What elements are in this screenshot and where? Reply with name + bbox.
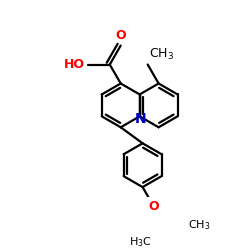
Text: HO: HO bbox=[64, 58, 85, 71]
Text: O: O bbox=[148, 200, 159, 212]
Text: N: N bbox=[135, 112, 146, 126]
Text: CH$_3$: CH$_3$ bbox=[149, 47, 174, 62]
Text: CH$_3$: CH$_3$ bbox=[188, 218, 210, 232]
Text: O: O bbox=[116, 30, 126, 43]
Text: H$_3$C: H$_3$C bbox=[129, 236, 152, 249]
